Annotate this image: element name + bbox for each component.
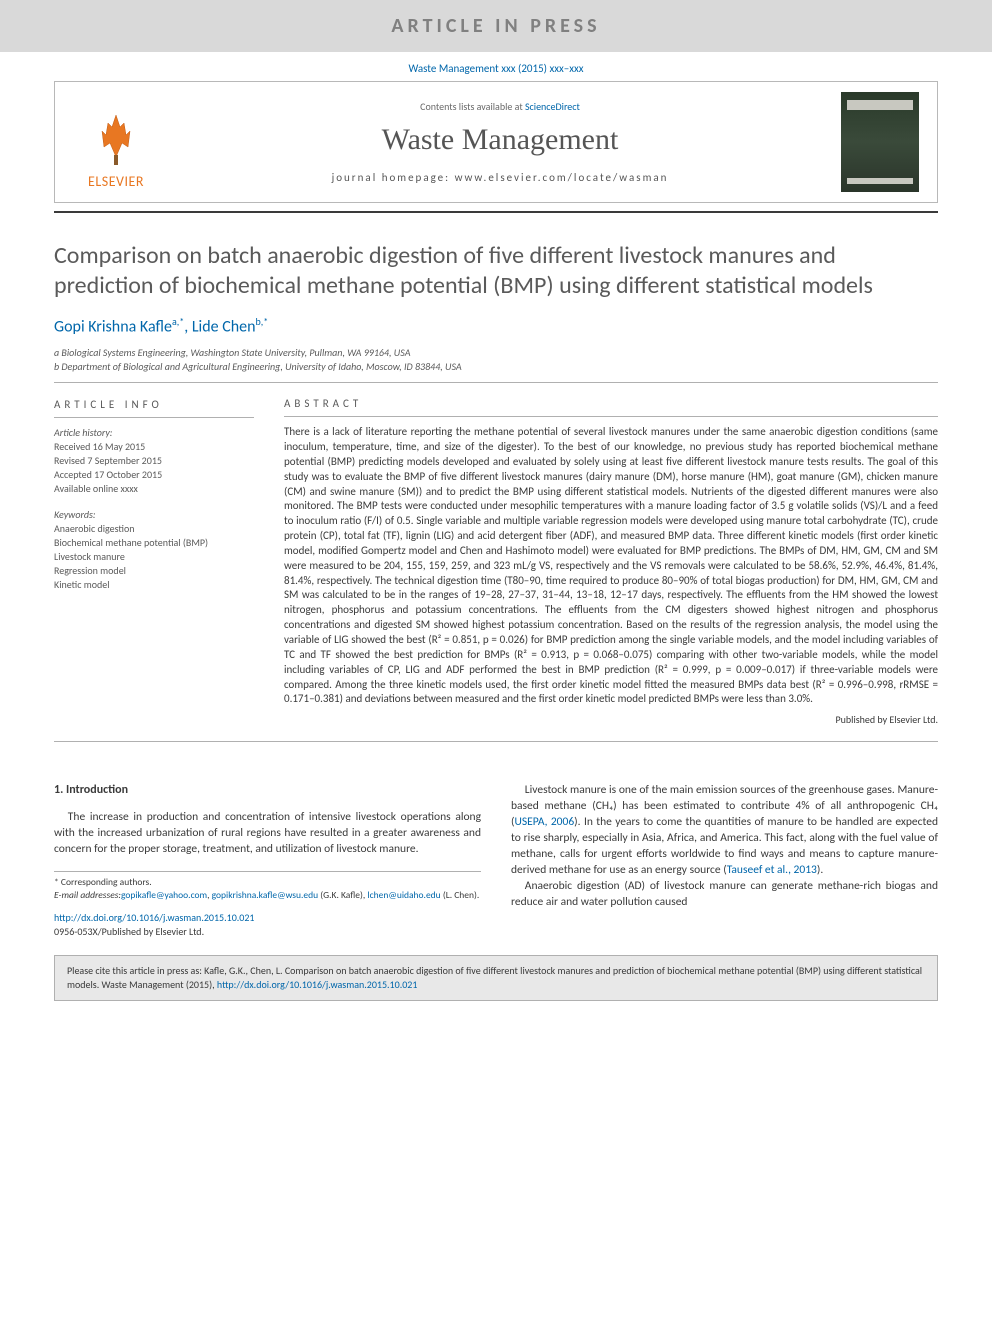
email-link-2[interactable]: gopikrishna.kafle@wsu.edu	[212, 889, 318, 901]
history-label: Article history:	[54, 426, 254, 440]
contents-line: Contents lists available at ScienceDirec…	[177, 100, 823, 113]
journal-cite-line: Waste Management xxx (2015) xxx–xxx	[0, 52, 992, 81]
article-title: Comparison on batch anaerobic digestion …	[54, 241, 938, 301]
intro-text-1b: ). In the years to come the quantities o…	[511, 815, 938, 877]
article-history-block: Article history: Received 16 May 2015 Re…	[54, 426, 254, 496]
keyword-2: Livestock manure	[54, 550, 254, 564]
affiliation-a: a Biological Systems Engineering, Washin…	[54, 346, 938, 360]
author-2-affil: b,*	[256, 315, 269, 328]
abstract-heading: ABSTRACT	[284, 397, 938, 417]
journal-cover-thumbnail	[841, 92, 919, 192]
section-heading-intro: 1. Introduction	[54, 782, 481, 799]
affiliations: a Biological Systems Engineering, Washin…	[54, 346, 938, 383]
intro-para-col2-2: Anaerobic digestion (AD) of livestock ma…	[511, 878, 938, 910]
email-link-1[interactable]: gopikafle@yahoo.com	[121, 889, 207, 901]
body-column-left: 1. Introduction The increase in producti…	[54, 782, 481, 940]
history-online: Available online xxxx	[54, 482, 254, 496]
journal-header: ELSEVIER Contents lists available at Sci…	[54, 81, 938, 203]
body-two-columns: 1. Introduction The increase in producti…	[54, 782, 938, 940]
keywords-block: Keywords: Anaerobic digestion Biochemica…	[54, 508, 254, 592]
intro-para-col2-1: Livestock manure is one of the main emis…	[511, 782, 938, 879]
article-in-press-banner: ARTICLE IN PRESS	[0, 0, 992, 52]
journal-title: Waste Management	[177, 123, 823, 157]
citation-doi-link[interactable]: http://dx.doi.org/10.1016/j.wasman.2015.…	[217, 978, 418, 991]
article-info-column: ARTICLE INFO Article history: Received 1…	[54, 397, 254, 726]
reference-link-tauseef[interactable]: Tauseef et al., 2013	[727, 863, 817, 877]
email-addresses-line: E-mail addresses: gopikafle@yahoo.com, g…	[54, 889, 481, 902]
keyword-4: Kinetic model	[54, 578, 254, 592]
reference-link-usepa[interactable]: USEPA, 2006	[515, 815, 575, 829]
doi-block: http://dx.doi.org/10.1016/j.wasman.2015.…	[54, 911, 481, 939]
elsevier-logo: ELSEVIER	[73, 94, 159, 190]
email-label: E-mail addresses:	[54, 889, 121, 902]
keyword-1: Biochemical methane potential (BMP)	[54, 536, 254, 550]
history-accepted: Accepted 17 October 2015	[54, 468, 254, 482]
history-revised: Revised 7 September 2015	[54, 454, 254, 468]
affiliation-b: b Department of Biological and Agricultu…	[54, 360, 938, 374]
author-1: Gopi Krishna Kafle	[54, 317, 172, 336]
authors-line: Gopi Krishna Kaflea,*, Lide Chenb,*	[54, 315, 938, 336]
publisher-line: Published by Elsevier Ltd.	[284, 713, 938, 727]
header-center: Contents lists available at ScienceDirec…	[177, 100, 823, 184]
keyword-0: Anaerobic digestion	[54, 522, 254, 536]
issn-line: 0956-053X/Published by Elsevier Ltd.	[54, 925, 481, 939]
author-2: , Lide Chen	[184, 317, 255, 336]
journal-homepage: journal homepage: www.elsevier.com/locat…	[177, 171, 823, 184]
corresponding-authors-note: * Corresponding authors.	[54, 876, 481, 889]
doi-link[interactable]: http://dx.doi.org/10.1016/j.wasman.2015.…	[54, 911, 255, 924]
author-1-affil: a,*	[172, 315, 184, 328]
abstract-column: ABSTRACT There is a lack of literature r…	[284, 397, 938, 726]
intro-para-1: The increase in production and concentra…	[54, 809, 481, 857]
history-received: Received 16 May 2015	[54, 440, 254, 454]
intro-text-1c: ).	[817, 863, 823, 877]
sciencedirect-link[interactable]: ScienceDirect	[525, 100, 580, 113]
email-who-3: (L. Chen).	[441, 889, 480, 901]
citation-text: Please cite this article in press as: Ka…	[67, 964, 922, 991]
email-who-1: (G.K. Kafle),	[318, 889, 367, 901]
elsevier-wordmark: ELSEVIER	[88, 173, 144, 190]
banner-text: ARTICLE IN PRESS	[391, 14, 600, 38]
footnotes-block: * Corresponding authors. E-mail addresse…	[54, 871, 481, 902]
elsevier-tree-icon	[92, 109, 140, 169]
please-cite-box: Please cite this article in press as: Ka…	[54, 955, 938, 1001]
email-link-3[interactable]: lchen@uidaho.edu	[367, 889, 440, 901]
keyword-3: Regression model	[54, 564, 254, 578]
abstract-text: There is a lack of literature reporting …	[284, 425, 938, 707]
body-column-right: Livestock manure is one of the main emis…	[511, 782, 938, 940]
info-abstract-row: ARTICLE INFO Article history: Received 1…	[54, 397, 938, 741]
header-rule	[54, 211, 938, 213]
keywords-label: Keywords:	[54, 508, 254, 522]
contents-prefix: Contents lists available at	[420, 100, 525, 113]
article-info-heading: ARTICLE INFO	[54, 397, 254, 417]
